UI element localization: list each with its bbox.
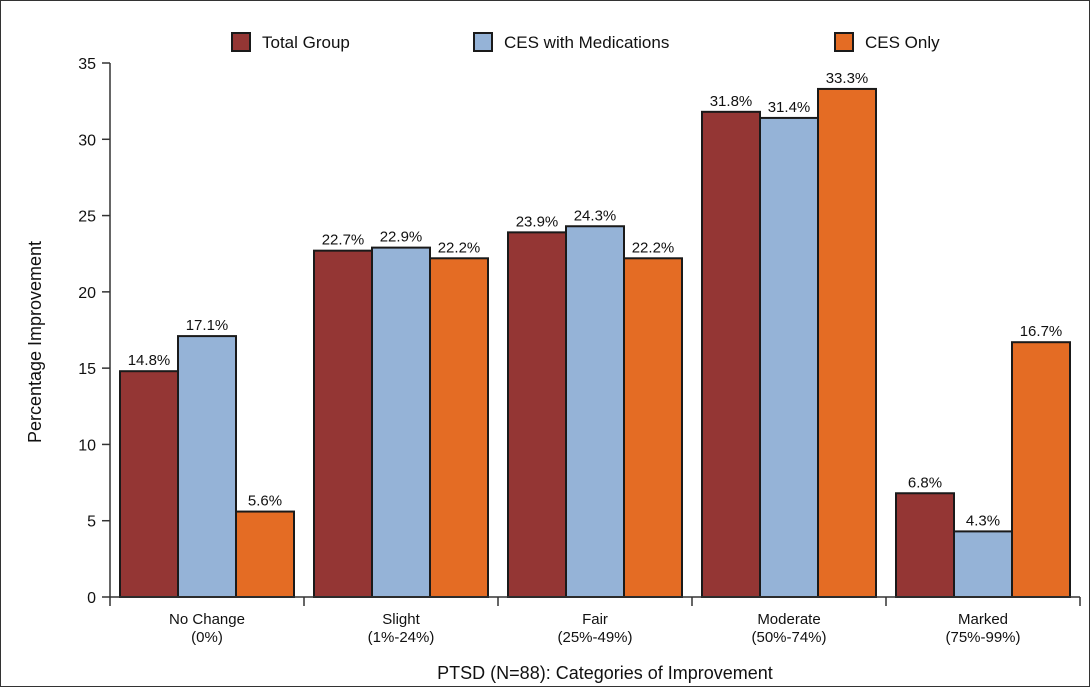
data-label: 22.2%	[438, 239, 481, 256]
bar-ces-only	[1011, 341, 1071, 598]
bar-ces-with-medications	[371, 246, 431, 599]
axes: 0 5 10 15 20 25 30 35 No Change(0%) Slight(1%-24%…	[78, 56, 1081, 646]
data-label: 16.7%	[1020, 323, 1063, 340]
data-label: 23.9%	[516, 213, 559, 230]
bar-ces-with-medications	[565, 225, 625, 598]
y-tick-label: 35	[78, 56, 96, 73]
x-category-range: (0%)	[191, 629, 223, 646]
legend-label: CES Only	[865, 33, 940, 52]
bar-total-group	[507, 231, 567, 598]
y-axis-title: Percentage Improvement	[25, 241, 45, 443]
data-label: 17.1%	[186, 317, 229, 334]
bar-total-group	[701, 110, 761, 599]
data-label: 22.2%	[632, 239, 675, 256]
data-label: 31.4%	[768, 99, 811, 116]
data-label: 6.8%	[908, 474, 942, 491]
y-tick-label: 0	[87, 590, 96, 607]
bar-ces-only	[817, 87, 877, 599]
y-tick-label: 20	[78, 285, 96, 302]
x-axis-title: PTSD (N=88): Categories of Improvement	[437, 663, 773, 683]
legend-swatch	[231, 32, 251, 52]
bar-ces-with-medications	[177, 335, 237, 598]
bar-ces-only	[235, 510, 295, 598]
bar-total-group	[895, 492, 955, 599]
legend-swatch	[834, 32, 854, 52]
y-tick-label: 25	[78, 209, 96, 226]
x-category-range: (50%-74%)	[751, 629, 826, 646]
x-category-label: Marked	[958, 611, 1008, 628]
legend-swatch	[473, 32, 493, 52]
bar-ces-only	[623, 257, 683, 598]
data-label: 24.3%	[574, 207, 617, 224]
bar-ces-only	[429, 257, 489, 598]
x-category-label: Moderate	[757, 611, 820, 628]
legend-label: Total Group	[262, 33, 350, 52]
bars: 14.8% 17.1% 5.6% 22.7% 22.9% 22.2% 23.9% 24.3% 2…	[119, 70, 1071, 599]
data-label: 4.3%	[966, 512, 1000, 529]
y-tick-label: 30	[78, 132, 96, 149]
data-label: 22.9%	[380, 229, 423, 246]
data-label: 22.7%	[322, 232, 365, 249]
legend-label: CES with Medications	[504, 33, 669, 52]
y-tick-label: 5	[87, 514, 96, 531]
x-category-range: (1%-24%)	[368, 629, 435, 646]
legend: Total Group CES with Medications CES Only	[231, 32, 940, 52]
x-category-label: Slight	[382, 611, 420, 628]
y-tick-label: 15	[78, 361, 96, 378]
bar-total-group	[313, 249, 373, 598]
x-category-label: No Change	[169, 611, 245, 628]
x-category-label: Fair	[582, 611, 608, 628]
data-label: 14.8%	[128, 352, 171, 369]
y-tick-label: 10	[78, 437, 96, 454]
x-category-range: (25%-49%)	[557, 629, 632, 646]
data-label: 31.8%	[710, 93, 753, 110]
data-label: 33.3%	[826, 70, 869, 87]
data-label: 5.6%	[248, 493, 282, 510]
x-category-range: (75%-99%)	[945, 629, 1020, 646]
bar-ces-with-medications	[953, 530, 1013, 598]
bar-ces-with-medications	[759, 116, 819, 598]
bar-total-group	[119, 370, 179, 598]
